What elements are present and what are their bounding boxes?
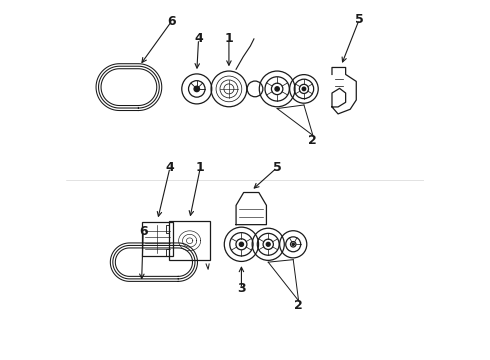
Bar <box>169 221 210 260</box>
Text: 1: 1 <box>196 161 205 174</box>
Circle shape <box>240 242 244 246</box>
Text: 2: 2 <box>309 134 317 147</box>
Text: 4: 4 <box>194 32 203 45</box>
Circle shape <box>275 87 279 91</box>
Text: 6: 6 <box>168 14 176 27</box>
Circle shape <box>194 86 199 91</box>
Text: 5: 5 <box>355 13 364 26</box>
Text: 5: 5 <box>273 161 282 174</box>
Bar <box>166 249 169 256</box>
Circle shape <box>266 242 270 246</box>
Text: 2: 2 <box>294 299 303 312</box>
Bar <box>142 222 172 256</box>
Circle shape <box>302 87 306 91</box>
Text: 1: 1 <box>224 32 233 45</box>
Text: 6: 6 <box>139 225 147 238</box>
Bar <box>166 225 169 233</box>
Circle shape <box>292 243 294 246</box>
Text: 4: 4 <box>166 161 174 174</box>
Text: 3: 3 <box>237 283 246 296</box>
